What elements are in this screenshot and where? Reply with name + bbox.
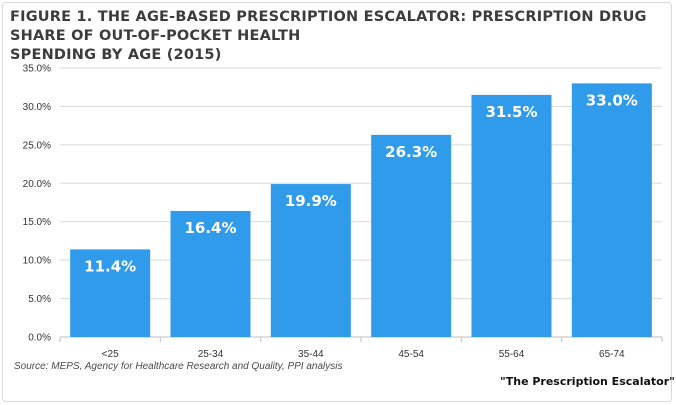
x-tick-label: 35-44 — [298, 349, 324, 360]
bar — [471, 94, 552, 338]
y-tick-label: 0.0% — [28, 333, 51, 344]
chart-title: FIGURE 1. THE AGE-BASED PRESCRIPTION ESC… — [10, 8, 660, 65]
chart-title-line-2: SPENDING BY AGE (2015) — [10, 47, 222, 63]
bar — [70, 249, 151, 337]
y-tick-label: 25.0% — [23, 140, 51, 151]
data-label: 11.4% — [84, 257, 136, 275]
chart-title-line-1: FIGURE 1. THE AGE-BASED PRESCRIPTION ESC… — [10, 9, 647, 44]
y-tick-label: 20.0% — [23, 179, 51, 190]
data-label: 19.9% — [285, 192, 337, 210]
data-label: 16.4% — [184, 219, 236, 237]
x-tick-label: 55-64 — [499, 349, 525, 360]
tagline: "The Prescription Escalator" — [500, 375, 675, 388]
y-tick-label: 35.0% — [23, 64, 51, 75]
data-label: 26.3% — [385, 143, 437, 161]
bar — [170, 210, 251, 337]
bar — [270, 184, 351, 337]
y-tick-label: 15.0% — [23, 217, 51, 228]
x-tick-label: <25 — [102, 349, 119, 360]
y-tick-label: 30.0% — [23, 102, 51, 113]
x-tick-label: 25-34 — [198, 349, 224, 360]
bar — [571, 83, 652, 337]
source-note: Source: MEPS, Agency for Healthcare Rese… — [14, 361, 343, 372]
y-tick-label: 10.0% — [23, 256, 51, 267]
x-tick-label: 65-74 — [599, 349, 625, 360]
y-tick-label: 5.0% — [28, 294, 51, 305]
data-label: 31.5% — [485, 103, 537, 121]
data-label: 33.0% — [586, 91, 638, 109]
bar — [371, 134, 452, 337]
x-tick-label: 45-54 — [398, 349, 424, 360]
